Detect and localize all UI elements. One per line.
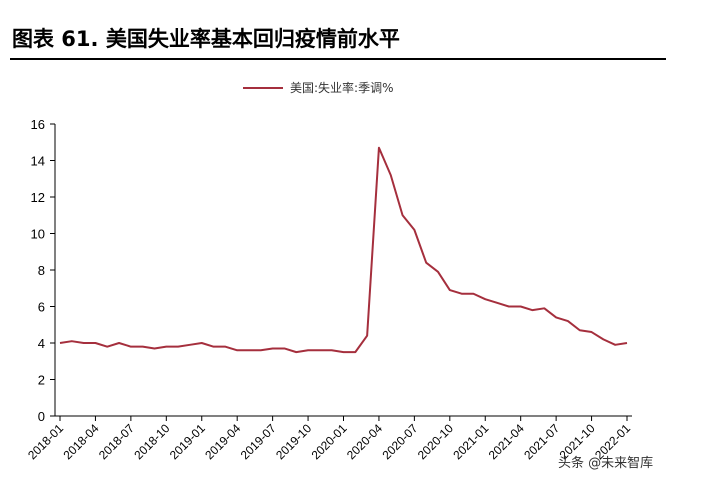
x-tick-label: 2021-01: [450, 421, 491, 462]
y-tick-label: 14: [31, 154, 45, 169]
x-tick-label: 2020-04: [344, 421, 385, 462]
legend-label: 美国:失业率:季调%: [290, 80, 394, 95]
y-tick-label: 6: [38, 300, 45, 315]
y-tick-label: 8: [38, 263, 45, 278]
y-tick-label: 16: [31, 117, 45, 132]
y-tick-label: 0: [38, 409, 45, 424]
x-axis: 2018-012018-042018-072018-102019-012019-…: [25, 415, 633, 462]
legend: 美国:失业率:季调%: [243, 80, 394, 95]
x-tick-label: 2019-10: [273, 421, 314, 462]
x-tick-label: 2018-07: [96, 421, 137, 462]
x-tick-label: 2020-01: [309, 421, 350, 462]
figure-title: 图表 61. 美国失业率基本回归疫情前水平: [12, 27, 400, 51]
plot-area: [59, 146, 628, 354]
title-rule: [10, 58, 666, 60]
x-tick-label: 2018-04: [61, 421, 102, 462]
watermark: 头条 @未来智库: [558, 455, 653, 471]
x-tick-label: 2020-07: [379, 421, 420, 462]
x-tick-label: 2020-10: [415, 421, 456, 462]
x-tick-label: 2019-01: [167, 421, 208, 462]
y-axis: 0 2 4 6 8 10 12 14 16: [31, 117, 56, 424]
x-tick-label: 2021-07: [521, 421, 562, 462]
x-tick-label: 2019-07: [238, 421, 279, 462]
x-tick-label: 2019-04: [202, 421, 243, 462]
x-tick-label: 2021-04: [486, 421, 527, 462]
y-tick-label: 10: [31, 227, 45, 242]
y-tick-label: 4: [38, 336, 45, 351]
x-tick-label: 2018-10: [131, 421, 172, 462]
x-tick-label: 2018-01: [25, 421, 66, 462]
series-line-unemployment: [59, 146, 628, 354]
y-tick-label: 2: [38, 373, 45, 388]
y-tick-label: 12: [31, 190, 45, 205]
